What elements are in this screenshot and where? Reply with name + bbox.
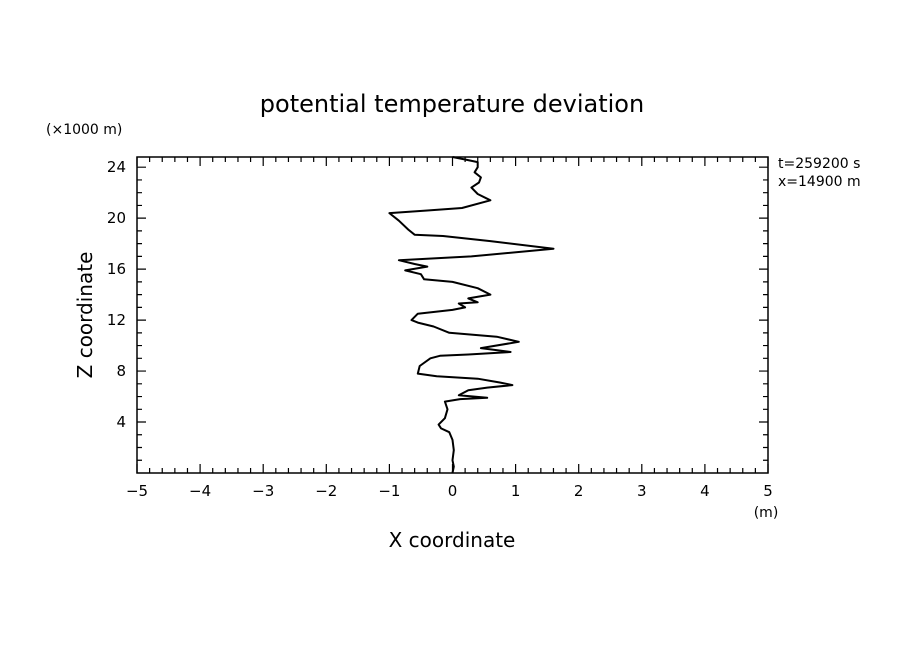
y-tick-label: 20 [107, 209, 126, 227]
y-axis-label: Z coordinate [73, 252, 97, 379]
y-tick-labels: 4 8 12 16 20 24 [107, 158, 126, 431]
y-unit-label: (×1000 m) [46, 122, 122, 138]
x-tick-label: −2 [315, 482, 337, 500]
x-tick-label: 4 [700, 482, 710, 500]
chart-title: potential temperature deviation [260, 90, 644, 118]
x-tick-label: −5 [126, 482, 148, 500]
x-tick-label: 2 [574, 482, 584, 500]
annotation-position: x=14900 m [778, 174, 861, 190]
y-tick-label: 4 [116, 413, 126, 431]
y-tick-label: 16 [107, 260, 126, 278]
x-tick-label: 5 [763, 482, 773, 500]
x-tick-label: 3 [637, 482, 647, 500]
x-unit-label: (m) [754, 505, 779, 521]
series-line [388, 156, 555, 474]
x-tick-label: −4 [189, 482, 211, 500]
y-tick-label: 12 [107, 311, 126, 329]
x-axis-label: X coordinate [389, 528, 516, 552]
x-tick-label: 0 [448, 482, 458, 500]
x-tick-label: 1 [511, 482, 521, 500]
x-tick-label: −1 [378, 482, 400, 500]
axis-ticks [136, 157, 769, 473]
x-tick-label: −3 [252, 482, 274, 500]
y-tick-label: 8 [116, 362, 126, 380]
x-tick-labels: −5 −4 −3 −2 −1 0 1 2 3 4 5 [126, 482, 773, 500]
tick-marks [136, 157, 769, 473]
annotation-time: t=259200 s [778, 156, 860, 172]
y-tick-label: 24 [107, 158, 126, 176]
plot-frame [136, 156, 769, 474]
